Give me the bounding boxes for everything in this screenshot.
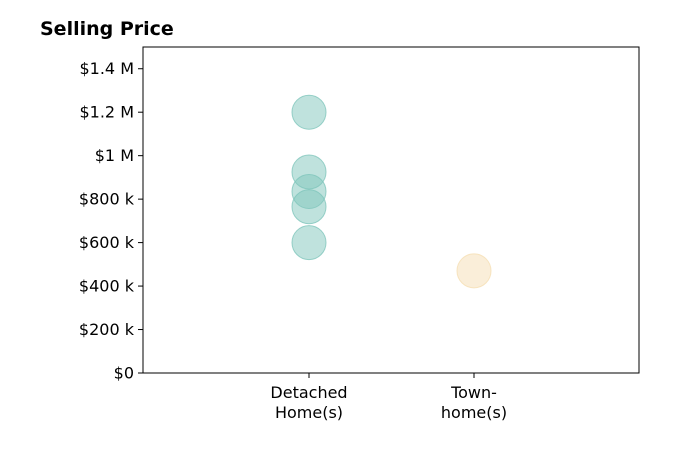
x-tick-label: home(s) [441, 403, 507, 422]
y-tick-label: $800 k [79, 190, 135, 209]
data-point [291, 189, 327, 225]
y-axis: $0 $200 k $400 k $600 k $800 k $1 M $1.2 M $1.4… [79, 59, 143, 383]
y-tick-label: $600 k [79, 233, 135, 252]
plot-area [142, 46, 640, 374]
y-tick-label: $0 [114, 364, 134, 383]
data-point [456, 253, 492, 289]
chart-title: Selling Price [40, 18, 174, 40]
y-tick-label: $1.2 M [79, 103, 134, 122]
y-tick-label: $1 M [95, 146, 134, 165]
data-point [291, 94, 327, 130]
y-tick-label: $200 k [79, 320, 135, 339]
data-point [291, 225, 327, 261]
x-tick-label: Home(s) [275, 403, 343, 422]
x-tick-label: Detached [270, 383, 347, 402]
data-points [291, 94, 492, 289]
y-tick-label: $400 k [79, 277, 135, 296]
x-tick-label: Town- [450, 383, 497, 402]
y-tick-label: $1.4 M [79, 59, 134, 78]
